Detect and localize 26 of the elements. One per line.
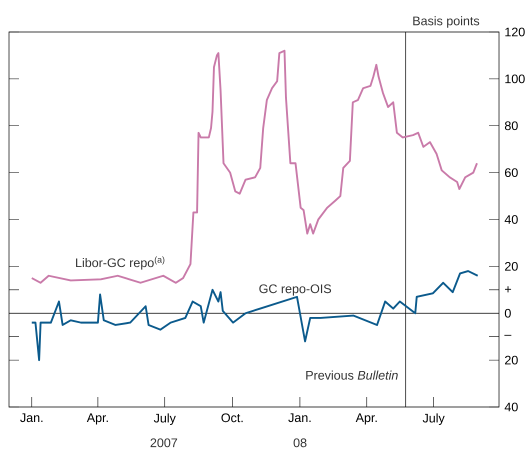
y-tick-label: – [504,334,512,336]
series-label: GC repo-OIS [259,284,332,296]
y-tick-label: 60 [505,168,518,178]
x-tick-label: Jan. [20,413,42,422]
y-tick-label: 0 [504,308,511,318]
y-tick-label: 40 [504,215,518,224]
y-axis-title: Basis points [413,16,480,28]
text: 2007 [150,438,178,448]
x-tick-label: July [154,413,176,426]
y-tick-label: + [504,286,512,292]
y-tick-label: 120 [505,28,525,36]
y-tick-label: 20 [505,262,518,271]
line-series [30,50,478,284]
x-tick-label: Jan. [288,413,311,422]
series-label: Libor-GC repo$^{(a)}$ [76,256,164,270]
text: 08 [294,438,306,448]
x-tick-label: July [422,413,445,426]
line-series [30,270,479,362]
x-tick-label: Apr. [86,413,108,425]
y-tick-label: 20 [505,356,518,365]
y-tick-label: 80 [504,121,518,130]
y-tick-label: 40 [504,402,518,412]
x-tick-label: Apr. [356,413,377,425]
x-tick-label: Oct. [221,413,243,422]
ref-line-label: Previous Bulletin [306,370,398,380]
y-tick-label: 100 [505,74,525,84]
